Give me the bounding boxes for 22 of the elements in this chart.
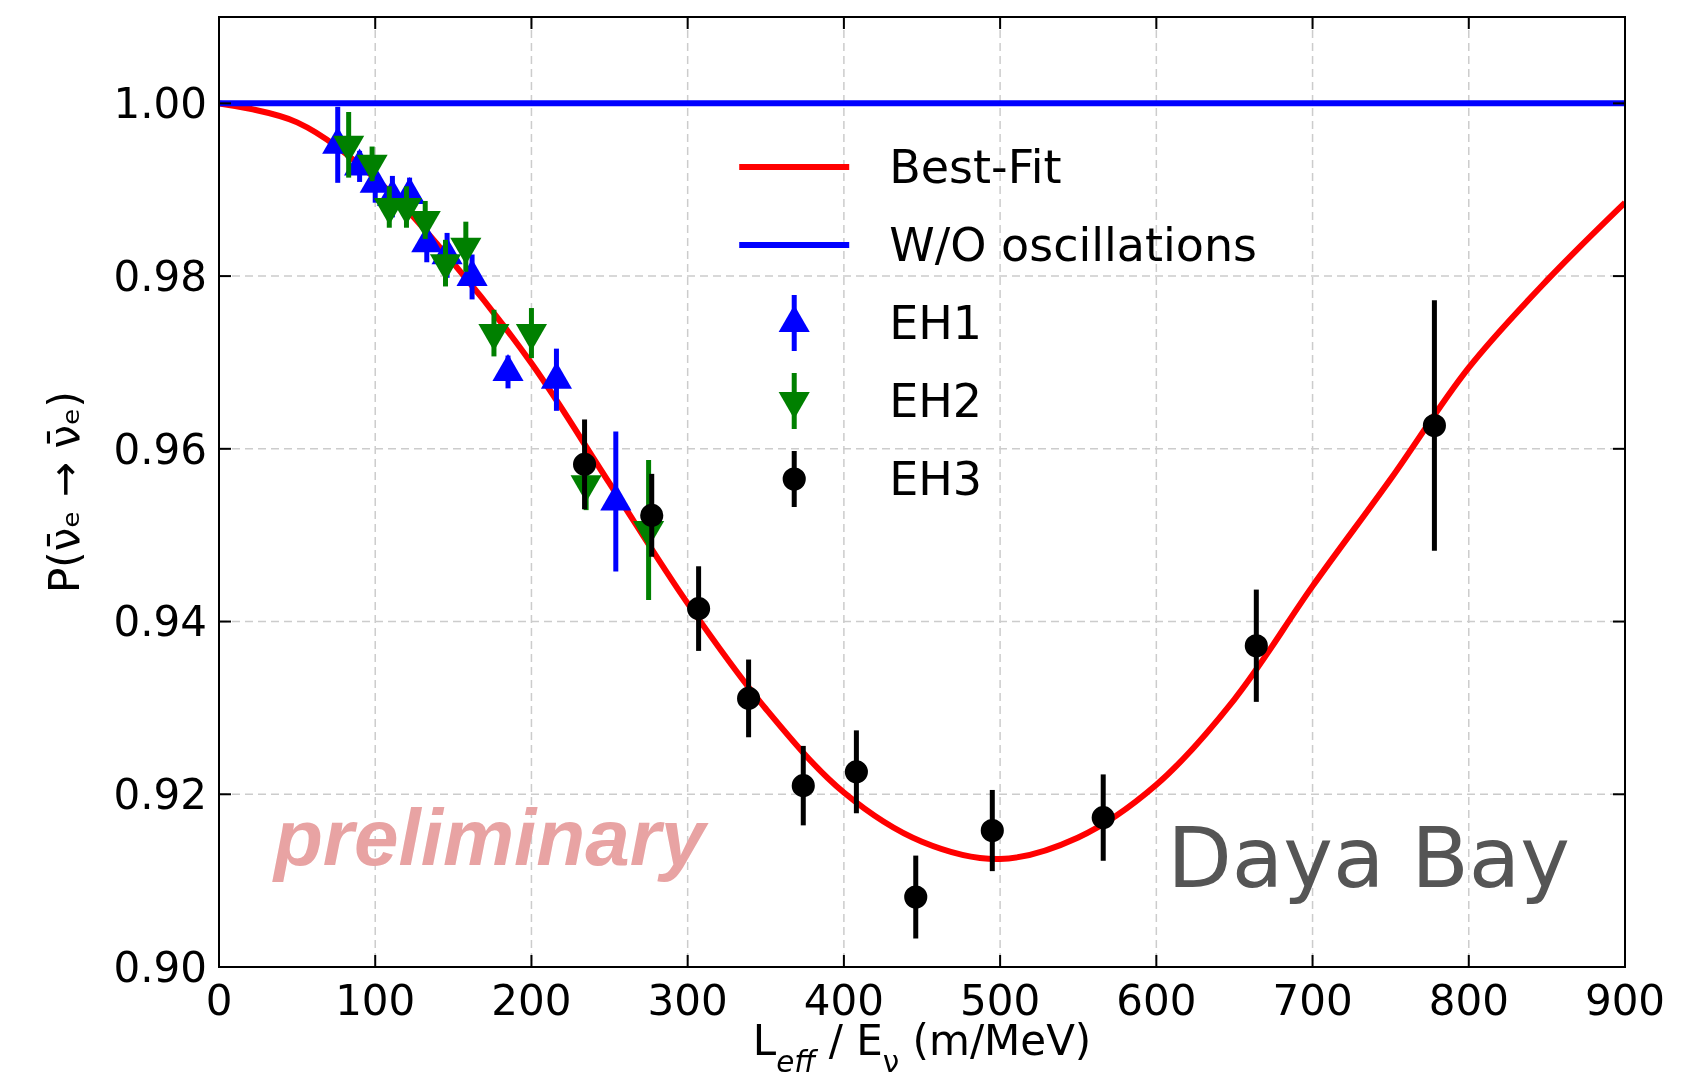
x-tick-label: 0	[205, 976, 233, 1025]
x-tick-label: 800	[1428, 976, 1509, 1025]
legend-label: EH3	[889, 452, 983, 507]
x-tick-label: 300	[647, 976, 728, 1025]
legend-label: Best-Fit	[889, 140, 1062, 195]
y-tick-label: 0.96	[113, 424, 207, 474]
legend-label: EH1	[889, 296, 983, 351]
x-tick-label: 100	[335, 976, 416, 1025]
x-tick-label: 600	[1116, 976, 1197, 1025]
legend-label: EH2	[889, 374, 983, 429]
legend-label: W/O oscillations	[889, 218, 1258, 273]
x-tick-label: 200	[491, 976, 572, 1025]
annotation: Daya Bay	[1167, 809, 1570, 907]
y-tick-label: 0.94	[113, 597, 207, 647]
y-axis-title: P(ν̄ₑ → ν̄ₑ)	[40, 391, 89, 593]
y-tick-label: 0.98	[113, 251, 207, 301]
x-tick-label: 900	[1584, 976, 1666, 1025]
x-tick-label: 700	[1272, 976, 1353, 1025]
y-tick-label: 1.00	[113, 79, 207, 129]
y-tick-label: 0.90	[113, 942, 207, 992]
y-tick-label: 0.92	[113, 769, 207, 819]
annotation: preliminary	[272, 793, 709, 882]
